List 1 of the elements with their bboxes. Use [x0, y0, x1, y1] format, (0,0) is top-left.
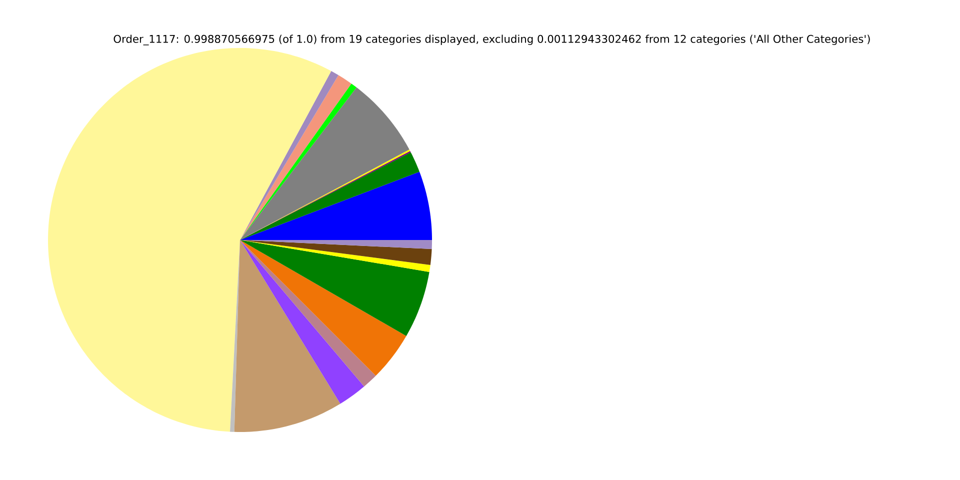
text: Order_1117: 0.998870566975 (of 1.0) from 19 categories displayed, excluding 0.00112943302462 from 12 categories ('All Other Categories') — [114, 34, 870, 46]
